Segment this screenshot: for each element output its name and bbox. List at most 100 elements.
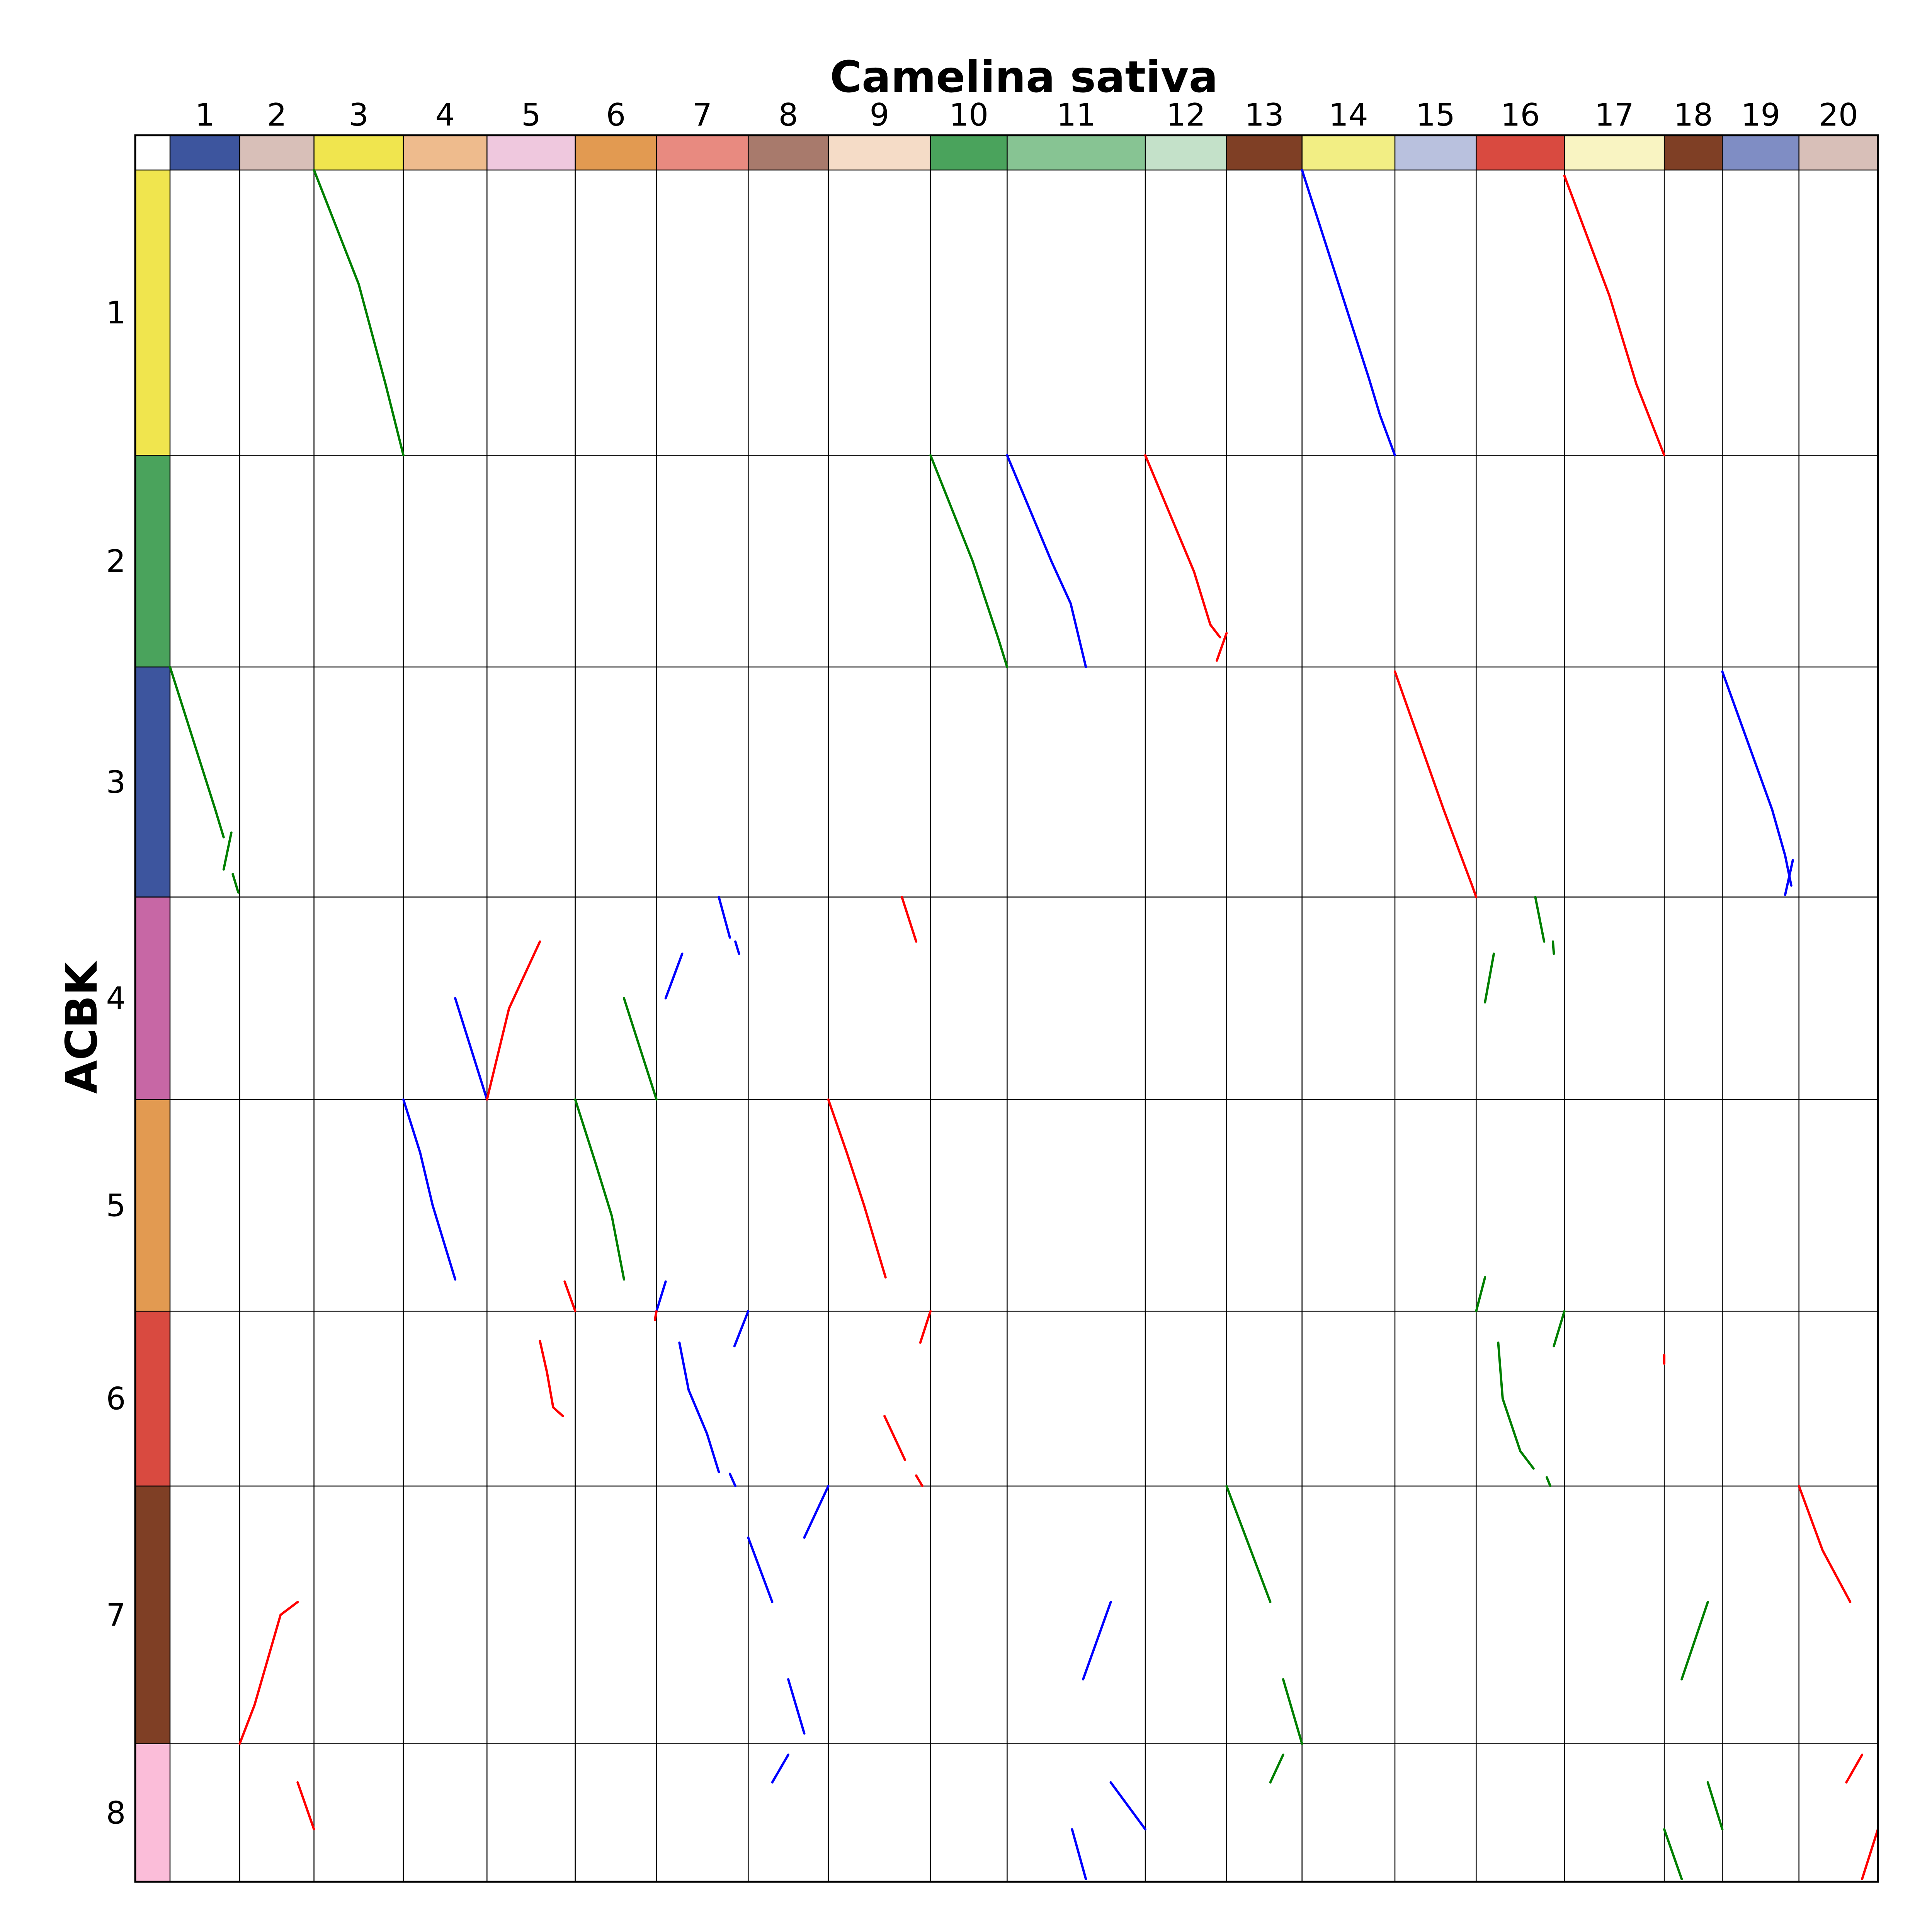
x-tick-14: 14 bbox=[1329, 97, 1368, 133]
x-tick-3: 3 bbox=[349, 97, 369, 133]
x-stripe-20 bbox=[1799, 135, 1878, 170]
x-tick-19: 19 bbox=[1741, 97, 1781, 133]
segment-x7-y6-31 bbox=[678, 1341, 720, 1473]
segment-x1-y3-8 bbox=[222, 831, 233, 871]
x-stripe-16 bbox=[1476, 135, 1565, 170]
segment-x2-y7-41 bbox=[238, 1601, 299, 1745]
x-stripe-18 bbox=[1664, 135, 1723, 170]
segment-x9-y6-36 bbox=[915, 1474, 923, 1487]
x-tick-17: 17 bbox=[1595, 97, 1634, 133]
x-stripe-6 bbox=[575, 135, 656, 170]
segment-x16-y4-22 bbox=[1552, 940, 1555, 955]
segment-x4-y4-13 bbox=[454, 997, 488, 1101]
x-tick-13: 13 bbox=[1245, 97, 1284, 133]
segment-x20-y8-58 bbox=[1861, 1828, 1879, 1880]
segment-x7-y6-32 bbox=[733, 1310, 750, 1347]
segment-x18-y8-55 bbox=[1663, 1828, 1683, 1880]
segment-x18-y8-56 bbox=[1706, 1781, 1724, 1831]
x-stripe-9 bbox=[828, 135, 931, 170]
x-tick-6: 6 bbox=[606, 97, 626, 133]
y-stripe-5 bbox=[135, 1099, 170, 1311]
segment-x11-y7-45 bbox=[1082, 1601, 1112, 1680]
segment-x15-y3-10 bbox=[1394, 670, 1478, 898]
y-stripe-3 bbox=[135, 667, 170, 897]
x-stripe-15 bbox=[1395, 135, 1476, 170]
x-tick-7: 7 bbox=[692, 97, 712, 133]
segment-x9-y5-27 bbox=[827, 1098, 887, 1279]
x-tick-8: 8 bbox=[779, 97, 798, 133]
segment-x13-y7-47 bbox=[1282, 1678, 1303, 1745]
segment-x12-y2-5 bbox=[1144, 454, 1221, 639]
y-tick-4: 4 bbox=[106, 981, 126, 1017]
segment-x1-y3-9 bbox=[231, 873, 240, 894]
x-tick-labels: 1 2 3 4 5 6 7 8 9 10 11 12 13 14 15 16 17 18 19 20 bbox=[195, 97, 1858, 133]
segment-x8-y7-43 bbox=[787, 1678, 806, 1735]
segment-x18-y7-48 bbox=[1680, 1601, 1709, 1680]
segment-x19-y3-11 bbox=[1721, 670, 1793, 887]
x-tick-12: 12 bbox=[1166, 97, 1206, 133]
y-stripe-4 bbox=[135, 897, 170, 1100]
x-tick-15: 15 bbox=[1416, 97, 1455, 133]
segment-x16-y6-37 bbox=[1497, 1341, 1535, 1470]
y-stripe-6 bbox=[135, 1311, 170, 1486]
segment-x16-y5-28 bbox=[1475, 1276, 1486, 1313]
segment-x13-y7-46 bbox=[1225, 1485, 1272, 1603]
segment-x9-y6-34 bbox=[883, 1415, 906, 1461]
y-stripe-2 bbox=[135, 455, 170, 667]
segment-x11-y8-53 bbox=[1109, 1781, 1146, 1831]
y-tick-6: 6 bbox=[106, 1381, 126, 1417]
segment-x8-y8-51 bbox=[771, 1753, 789, 1784]
segment-x16-y6-39 bbox=[1553, 1310, 1566, 1347]
segment-x6-y6-30 bbox=[653, 1310, 658, 1321]
x-stripe-13 bbox=[1226, 135, 1302, 170]
segment-x7-y4-18 bbox=[734, 940, 740, 955]
segment-x7-y4-16 bbox=[664, 952, 684, 1000]
segment-x10-y2-3 bbox=[929, 454, 1009, 668]
grid-lines bbox=[135, 135, 1879, 1883]
x-stripe-14 bbox=[1302, 135, 1395, 170]
x-stripe-12 bbox=[1145, 135, 1227, 170]
x-stripe-19 bbox=[1722, 135, 1799, 170]
segment-x5-y6-29 bbox=[539, 1340, 564, 1417]
y-tick-1: 1 bbox=[106, 295, 126, 331]
x-tick-18: 18 bbox=[1673, 97, 1713, 133]
segment-x9-y4-19 bbox=[901, 896, 918, 943]
segment-x4-y5-23 bbox=[402, 1098, 457, 1281]
segment-x7-y6-33 bbox=[728, 1473, 737, 1487]
segment-x6-y5-25 bbox=[574, 1098, 625, 1281]
y-stripe-7 bbox=[135, 1486, 170, 1744]
y-stripe-1 bbox=[135, 170, 170, 456]
x-stripe-2 bbox=[240, 135, 314, 170]
x-stripe-3 bbox=[314, 135, 403, 170]
x-stripe-11 bbox=[1007, 135, 1145, 170]
segment-x5-y4-14 bbox=[486, 940, 541, 1101]
segment-x14-y1-1 bbox=[1301, 169, 1396, 457]
segment-x1-y3-7 bbox=[169, 666, 225, 838]
x-chromosome-stripes bbox=[170, 135, 1878, 170]
segment-x5-y5-24 bbox=[563, 1280, 577, 1313]
x-tick-9: 9 bbox=[869, 97, 889, 133]
y-tick-8: 8 bbox=[106, 1795, 126, 1831]
segment-x7-y4-17 bbox=[718, 896, 731, 939]
segment-x11-y2-4 bbox=[1006, 454, 1087, 668]
x-tick-1: 1 bbox=[195, 97, 215, 133]
segment-x8-y7-44 bbox=[803, 1485, 830, 1539]
segment-x3-y1-0 bbox=[313, 169, 405, 457]
x-tick-5: 5 bbox=[521, 97, 541, 133]
segment-x9-y6-35 bbox=[919, 1310, 932, 1344]
segment-x12-y2-6 bbox=[1216, 632, 1228, 662]
y-tick-7: 7 bbox=[106, 1597, 126, 1633]
x-tick-2: 2 bbox=[267, 97, 287, 133]
y-tick-2: 2 bbox=[106, 543, 126, 579]
x-tick-20: 20 bbox=[1819, 97, 1858, 133]
x-stripe-4 bbox=[403, 135, 487, 170]
segment-x19-y3-12 bbox=[1784, 859, 1794, 896]
x-stripe-17 bbox=[1564, 135, 1665, 170]
segment-x8-y7-42 bbox=[747, 1536, 774, 1603]
segment-x17-y1-2 bbox=[1563, 174, 1666, 457]
synteny-segments bbox=[169, 169, 1879, 1880]
segment-x20-y8-57 bbox=[1845, 1753, 1864, 1784]
x-tick-4: 4 bbox=[435, 97, 455, 133]
y-stripe-8 bbox=[135, 1743, 170, 1882]
